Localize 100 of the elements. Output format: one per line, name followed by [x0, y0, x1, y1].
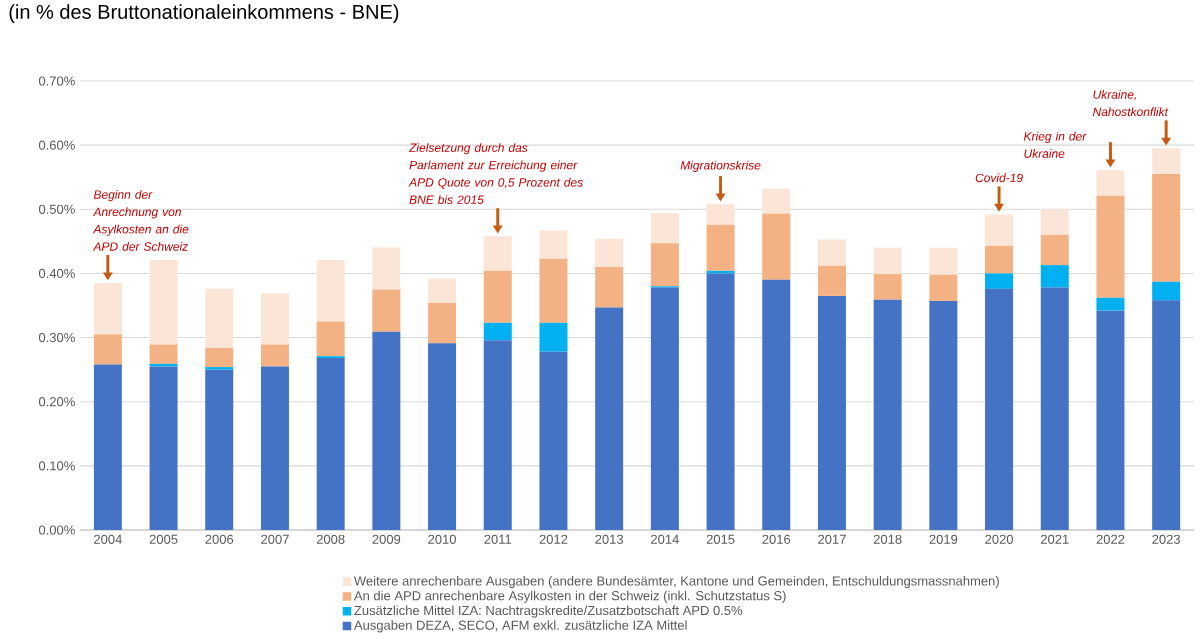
bar [1040, 209, 1069, 235]
bar [706, 273, 735, 530]
bar [1152, 148, 1181, 175]
y-tick-label: 0.40% [38, 268, 75, 279]
legend-label: An die APD anrechenbare Asylkosten in der Schweiz (inkl. Schutzstatus S) [353, 590, 786, 603]
bar [1096, 310, 1125, 530]
bar [372, 247, 401, 290]
bar [595, 307, 624, 530]
bar [93, 334, 122, 365]
x-tick-label: 2012 [539, 534, 568, 544]
x-tick-label: 2022 [1096, 534, 1125, 544]
bar [985, 245, 1014, 274]
bar [1040, 265, 1069, 288]
bar [260, 344, 289, 367]
bar [1152, 281, 1181, 301]
bar [93, 364, 122, 530]
bar [817, 239, 846, 266]
y-tick-label: 0.70% [38, 76, 75, 86]
bar [929, 301, 958, 530]
bar [372, 289, 401, 332]
bar [762, 279, 791, 530]
legend-label: Zusätzliche Mittel IZA: Nachtragskredite/Zusatzbotschaft APD 0.5% [354, 605, 743, 618]
bar [428, 278, 457, 303]
bar [483, 322, 512, 341]
annotation: Zielsetzung durch das Parlament zur Erreichung einer APD Quote von 0,5 Prozent des BNE bis 2015 [408, 143, 583, 204]
bar [650, 213, 679, 244]
bar [985, 214, 1014, 246]
bar [93, 283, 122, 335]
bar [1096, 170, 1125, 196]
bar [372, 331, 401, 530]
y-tick-label: 0.60% [38, 140, 75, 150]
bar [985, 273, 1014, 289]
y-tick-label: 0.10% [38, 461, 75, 471]
bar [205, 347, 234, 368]
bar [205, 288, 234, 348]
y-tick-label: 0.00% [38, 525, 75, 535]
bar [1096, 297, 1125, 311]
bar [1096, 195, 1125, 298]
x-tick-label: 2006 [205, 534, 234, 544]
annotation: Beginn der Anrechnung von Asylkosten an die APD der Schweiz [92, 189, 189, 251]
x-tick-label: 2005 [149, 534, 178, 544]
annotation: Ukraine, Nahostkonflikt [1092, 89, 1169, 117]
bar [260, 366, 289, 530]
bar [539, 351, 568, 530]
bar [929, 247, 958, 275]
bar [149, 344, 178, 364]
bar [260, 293, 289, 345]
legend-label: Ausgaben DEZA, SECO, AFM exkl. zusätzliche IZA Mittel [353, 620, 687, 633]
x-tick-label: 2023 [1152, 534, 1181, 544]
bar [539, 230, 568, 259]
bar [985, 288, 1014, 530]
x-tick-label: 2009 [372, 534, 401, 544]
annotation: Covid-19 [975, 173, 1023, 183]
bar [650, 287, 679, 530]
y-tick-label: 0.20% [38, 397, 75, 407]
legend-label: Weitere anrechenbare Ausgaben (andere Bundesämter, Kantone und Gemeinden, Entschuldungsmassnahmen) [353, 576, 999, 589]
bar [873, 247, 902, 275]
bar [1040, 234, 1069, 266]
bar [483, 236, 512, 271]
bar [483, 270, 512, 323]
x-tick-label: 2010 [428, 534, 457, 544]
x-tick-label: 2008 [316, 534, 345, 544]
bar [428, 302, 457, 344]
bar [817, 295, 846, 530]
bar [762, 213, 791, 280]
y-tick-label: 0.30% [38, 332, 75, 343]
y-tick-label: 0.50% [38, 204, 75, 214]
x-tick-label: 2013 [595, 534, 624, 544]
x-tick-label: 2021 [1040, 534, 1069, 544]
x-tick-label: 2016 [762, 534, 791, 544]
x-tick-label: 2020 [985, 534, 1014, 544]
bar [149, 366, 178, 530]
bar [1152, 174, 1181, 282]
bar [149, 259, 178, 345]
x-tick-label: 2015 [706, 534, 735, 544]
bar [316, 358, 345, 530]
bar [873, 274, 902, 300]
bar [706, 224, 735, 271]
bar [706, 204, 735, 225]
bar [873, 299, 902, 530]
bar [762, 188, 791, 214]
bar [929, 274, 958, 302]
chart-title: (in % des Bruttonationaleinkommens - BNE) [9, 4, 399, 23]
bar [539, 258, 568, 323]
annotation: Krieg in der Ukraine [1023, 131, 1087, 158]
x-tick-label: 2007 [261, 534, 289, 544]
x-tick-label: 2019 [929, 534, 958, 544]
x-tick-label: 2017 [818, 534, 846, 544]
x-tick-label: 2018 [873, 534, 902, 544]
bar [595, 238, 624, 268]
bar [316, 321, 345, 357]
bar [483, 340, 512, 530]
bar [205, 367, 234, 370]
bar [595, 267, 624, 308]
bar [205, 369, 234, 530]
bar [650, 243, 679, 287]
bar [539, 322, 568, 352]
bar [817, 265, 846, 296]
x-tick-label: 2014 [651, 534, 679, 544]
bar [1040, 287, 1069, 530]
